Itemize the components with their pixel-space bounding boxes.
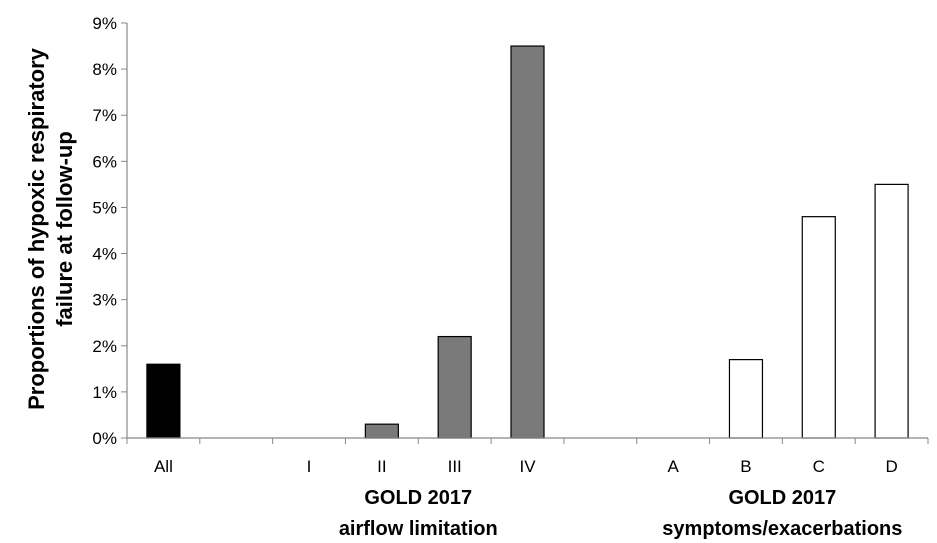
- x-tick-label: D: [885, 457, 897, 476]
- y-tick-label: 3%: [92, 291, 117, 310]
- bar: [437, 335, 472, 439]
- axes: [126, 23, 929, 444]
- y-tick-label: 6%: [92, 152, 117, 171]
- y-tick-label: 4%: [92, 245, 117, 264]
- y-tick-label: 7%: [92, 106, 117, 125]
- y-tick-label: 0%: [92, 429, 117, 448]
- y-axis-title: Proportions of hypoxic respiratory failu…: [24, 47, 77, 410]
- y-axis-title-line-2: failure at follow-up: [52, 131, 77, 327]
- x-tick-label: B: [740, 457, 751, 476]
- x-tick-label: III: [448, 457, 462, 476]
- bar: [146, 363, 181, 439]
- bar: [510, 45, 545, 439]
- y-tick-label: 5%: [92, 198, 117, 217]
- category-labels: All I II III IV A B C D: [154, 457, 898, 476]
- y-tick-label: 8%: [92, 60, 117, 79]
- y-axis-title-line-1: Proportions of hypoxic respiratory: [24, 47, 49, 410]
- y-tick-label: 2%: [92, 337, 117, 356]
- group-label: airflow limitation: [339, 518, 498, 540]
- bar: [364, 423, 399, 439]
- group-label: GOLD 2017: [364, 487, 472, 509]
- group-label: GOLD 2017: [728, 487, 836, 509]
- bar: [801, 216, 836, 439]
- bar: [874, 183, 909, 439]
- x-tick-label: A: [667, 457, 679, 476]
- y-axis-ticks: 0% 1% 2% 3% 4% 5% 6% 7% 8% 9%: [92, 14, 127, 448]
- x-tick-label: All: [154, 457, 173, 476]
- x-tick-label: II: [377, 457, 386, 476]
- group-label: symptoms/exacerbations: [662, 518, 902, 540]
- bar: [728, 359, 764, 439]
- x-tick-label: I: [307, 457, 312, 476]
- y-tick-label: 9%: [92, 14, 117, 33]
- bars: [146, 45, 909, 439]
- x-tick-label: C: [813, 457, 825, 476]
- group-labels: GOLD 2017 airflow limitation GOLD 2017 symp…: [339, 487, 903, 540]
- x-tick-label: IV: [519, 457, 536, 476]
- y-tick-label: 1%: [92, 383, 117, 402]
